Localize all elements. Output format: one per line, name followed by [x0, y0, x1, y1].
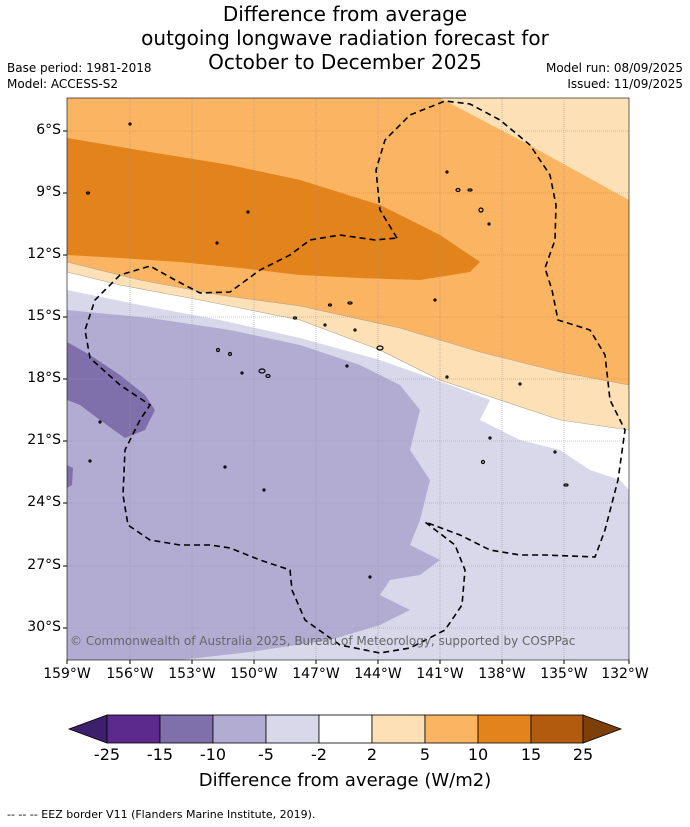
colorbar-swatch: [106, 714, 161, 744]
colorbar-level-label: 2: [366, 745, 378, 764]
lon-tick-label: 159°W: [43, 666, 91, 682]
lat-tick-label: 12°S: [27, 246, 61, 262]
eez-border: [84, 100, 626, 654]
colorbar-swatch: [318, 714, 373, 744]
colorbar-level-label: -25: [93, 745, 121, 764]
grid-lines: [67, 98, 629, 660]
model-name: Model: ACCESS-S2: [7, 77, 119, 91]
colorbar: [67, 714, 623, 744]
lat-tick-label: 18°S: [27, 370, 61, 386]
band-dark-orange: [67, 138, 480, 280]
eez-legend-note: -- -- -- EEZ border V11 (Flanders Marine…: [7, 808, 316, 821]
colorbar-swatch: [424, 714, 479, 744]
title-line-1: Difference from average: [222, 2, 468, 26]
lon-tick-label: 138°W: [478, 666, 526, 682]
colorbar-title: Difference from average (W/m2): [198, 770, 492, 791]
colorbar-swatch: [212, 714, 267, 744]
lon-tick-label: 150°W: [230, 666, 278, 682]
colorbar-swatch: [371, 714, 426, 744]
colorbar-level-label: 10: [467, 745, 489, 764]
islands: [85, 122, 569, 579]
lon-tick-label: 156°W: [106, 666, 154, 682]
lat-tick-label: 15°S: [27, 308, 61, 324]
colorbar-level-label: -10: [199, 745, 227, 764]
meta-left: Base period: 1981-2018 Model: ACCESS-S2: [7, 60, 152, 92]
lon-tick-label: 141°W: [416, 666, 464, 682]
lon-tick-label: 135°W: [540, 666, 588, 682]
lon-tick-label: 153°W: [168, 666, 216, 682]
colorbar-level-label: -15: [146, 745, 174, 764]
colorbar-level-label: 5: [419, 745, 431, 764]
copyright-notice: © Commonwealth of Australia 2025, Bureau…: [70, 634, 576, 648]
lon-tick-label: 147°W: [292, 666, 340, 682]
contour-fields: [67, 98, 629, 660]
colorbar-extend-low: [67, 714, 108, 744]
colorbar-level-label: -2: [311, 745, 327, 764]
lon-tick-label: 144°W: [354, 666, 402, 682]
colorbar-extend-high: [582, 714, 623, 744]
axis-ticks: [63, 130, 630, 664]
title-line-3: October to December 2025: [208, 50, 482, 74]
lon-tick-label: 132°W: [601, 666, 649, 682]
chart-title: Difference from average outgoing longwav…: [0, 2, 690, 74]
colorbar-swatch: [159, 714, 214, 744]
colorbar-level-label: -5: [258, 745, 274, 764]
colorbar-swatch: [477, 714, 532, 744]
colorbar-swatch: [265, 714, 320, 744]
issued-date: Issued: 11/09/2025: [567, 77, 683, 91]
lat-tick-label: 27°S: [27, 557, 61, 573]
band-dark-purple-edge: [67, 465, 73, 488]
lat-tick-label: 6°S: [36, 122, 61, 138]
band-dark-purple: [67, 342, 155, 438]
lat-tick-label: 24°S: [27, 494, 61, 510]
colorbar-level-label: 15: [520, 745, 542, 764]
title-line-2: outgoing longwave radiation forecast for: [141, 26, 549, 50]
colorbar-swatch: [530, 714, 584, 744]
band-purple: [67, 310, 440, 660]
lat-tick-label: 30°S: [27, 619, 61, 635]
lat-tick-label: 9°S: [36, 184, 61, 200]
colorbar-level-label: 25: [572, 745, 594, 764]
meta-right: Model run: 08/09/2025 Issued: 11/09/2025: [546, 60, 683, 92]
lat-tick-label: 21°S: [27, 432, 61, 448]
base-period: Base period: 1981-2018: [7, 61, 152, 75]
model-run: Model run: 08/09/2025: [545, 61, 683, 75]
